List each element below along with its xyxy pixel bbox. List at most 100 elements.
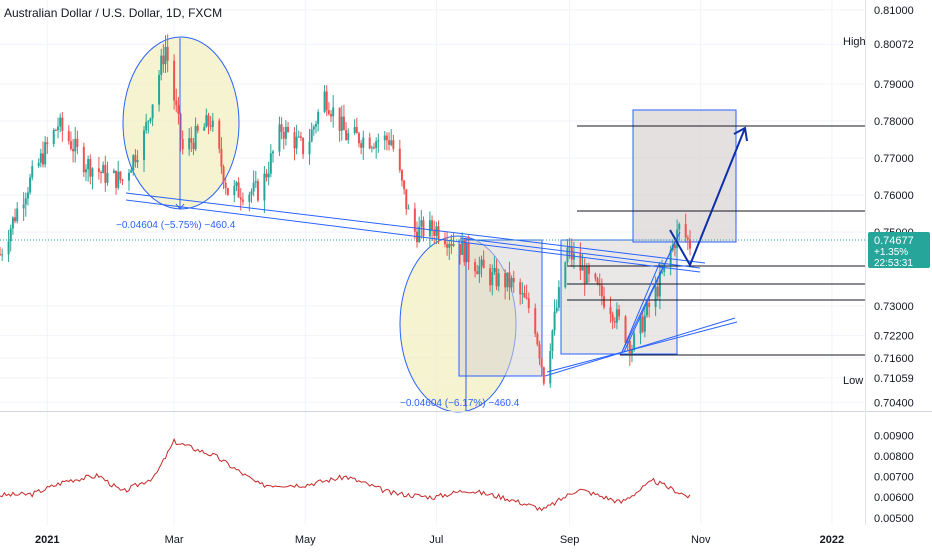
trendline-descending-1[interactable] bbox=[125, 199, 701, 273]
candle-body[interactable] bbox=[194, 125, 197, 150]
candle-body[interactable] bbox=[16, 208, 19, 222]
candle-body[interactable] bbox=[89, 159, 92, 177]
candle-body[interactable] bbox=[422, 220, 425, 237]
candle-body[interactable] bbox=[57, 126, 60, 131]
candle-body[interactable] bbox=[549, 351, 552, 384]
candle-body[interactable] bbox=[177, 105, 180, 114]
candle-body[interactable] bbox=[478, 265, 481, 275]
candle-body[interactable] bbox=[302, 137, 305, 155]
candle-body[interactable] bbox=[237, 182, 240, 198]
candle-body[interactable] bbox=[463, 240, 466, 263]
candle-body[interactable] bbox=[166, 46, 169, 61]
candle-body[interactable] bbox=[452, 244, 455, 246]
candle-body[interactable] bbox=[377, 140, 380, 142]
candle-body[interactable] bbox=[630, 349, 633, 354]
candle-body[interactable] bbox=[626, 340, 629, 343]
candle-body[interactable] bbox=[654, 286, 657, 308]
candle-body[interactable] bbox=[269, 153, 272, 174]
candle-body[interactable] bbox=[686, 237, 689, 240]
target-box[interactable] bbox=[632, 109, 737, 243]
candle-body[interactable] bbox=[41, 153, 44, 165]
candle-body[interactable] bbox=[11, 217, 14, 229]
candle-body[interactable] bbox=[461, 240, 464, 255]
candle-body[interactable] bbox=[527, 298, 530, 309]
candle-body[interactable] bbox=[112, 170, 115, 173]
candle-body[interactable] bbox=[160, 55, 163, 75]
candle-body[interactable] bbox=[72, 148, 75, 152]
indicator-series-line[interactable] bbox=[0, 437, 691, 512]
candle-body[interactable] bbox=[362, 137, 365, 148]
candle-body[interactable] bbox=[551, 330, 554, 352]
candle-body[interactable] bbox=[521, 293, 524, 295]
candle-body[interactable] bbox=[218, 120, 221, 149]
candle-body[interactable] bbox=[413, 208, 416, 232]
candle-body[interactable] bbox=[489, 268, 492, 286]
candle-body[interactable] bbox=[256, 181, 259, 201]
candle-body[interactable] bbox=[345, 130, 348, 140]
candle-body[interactable] bbox=[673, 244, 676, 249]
candle-body[interactable] bbox=[512, 278, 515, 283]
candle-body[interactable] bbox=[581, 266, 584, 271]
candle-body[interactable] bbox=[474, 261, 477, 272]
candle-body[interactable] bbox=[115, 170, 118, 188]
candle-body[interactable] bbox=[69, 141, 72, 149]
candle-body[interactable] bbox=[418, 226, 421, 243]
candle-body[interactable] bbox=[493, 268, 496, 273]
candle-body[interactable] bbox=[555, 307, 558, 312]
candle-body[interactable] bbox=[448, 243, 451, 248]
candle-body[interactable] bbox=[24, 198, 27, 205]
candle-body[interactable] bbox=[661, 271, 664, 273]
candle-body[interactable] bbox=[491, 272, 494, 286]
trendline-long[interactable] bbox=[459, 237, 701, 269]
candle-body[interactable] bbox=[433, 230, 436, 236]
candle-body[interactable] bbox=[357, 133, 360, 144]
candle-body[interactable] bbox=[323, 91, 326, 112]
candle-body[interactable] bbox=[250, 191, 253, 195]
candle-body[interactable] bbox=[87, 159, 90, 170]
candle-body[interactable] bbox=[568, 247, 571, 249]
candle-body[interactable] bbox=[385, 135, 388, 141]
candle-body[interactable] bbox=[151, 104, 154, 119]
candle-body[interactable] bbox=[271, 151, 274, 154]
candle-body[interactable] bbox=[196, 125, 199, 131]
trendline-descending-2[interactable] bbox=[125, 192, 706, 264]
candle-body[interactable] bbox=[158, 74, 161, 105]
candle-body[interactable] bbox=[82, 146, 85, 173]
candle-body[interactable] bbox=[119, 171, 122, 180]
candle-body[interactable] bbox=[646, 302, 649, 316]
candle-body[interactable] bbox=[31, 166, 34, 178]
candle-body[interactable] bbox=[130, 170, 133, 173]
candle-body[interactable] bbox=[689, 239, 691, 249]
candle-body[interactable] bbox=[557, 287, 560, 308]
candle-body[interactable] bbox=[280, 124, 283, 132]
candle-body[interactable] bbox=[248, 194, 251, 202]
candle-body[interactable] bbox=[572, 253, 575, 260]
candle-body[interactable] bbox=[254, 181, 257, 183]
candle-body[interactable] bbox=[0, 254, 1, 256]
candle-body[interactable] bbox=[132, 155, 135, 171]
candle-body[interactable] bbox=[342, 116, 345, 131]
candle-body[interactable] bbox=[235, 182, 238, 186]
candle-body[interactable] bbox=[226, 188, 229, 196]
candle-body[interactable] bbox=[598, 283, 601, 286]
candle-body[interactable] bbox=[222, 166, 225, 183]
candle-body[interactable] bbox=[84, 169, 87, 173]
candle-body[interactable] bbox=[9, 228, 12, 242]
candle-body[interactable] bbox=[203, 127, 206, 131]
candle-body[interactable] bbox=[14, 217, 17, 222]
candle-body[interactable] bbox=[482, 259, 485, 269]
candle-body[interactable] bbox=[44, 142, 47, 165]
candle-body[interactable] bbox=[459, 244, 461, 255]
candle-body[interactable] bbox=[398, 148, 401, 171]
candle-body[interactable] bbox=[570, 247, 573, 260]
candle-body[interactable] bbox=[265, 173, 268, 178]
trendline-ascending-5[interactable] bbox=[621, 261, 661, 353]
candle-body[interactable] bbox=[192, 142, 195, 150]
candle-body[interactable] bbox=[117, 171, 120, 188]
candle-body[interactable] bbox=[297, 136, 300, 138]
candle-body[interactable] bbox=[162, 55, 165, 65]
candle-body[interactable] bbox=[325, 91, 328, 111]
candle-body[interactable] bbox=[467, 242, 470, 262]
candle-body[interactable] bbox=[284, 126, 287, 139]
candle-body[interactable] bbox=[428, 220, 431, 237]
